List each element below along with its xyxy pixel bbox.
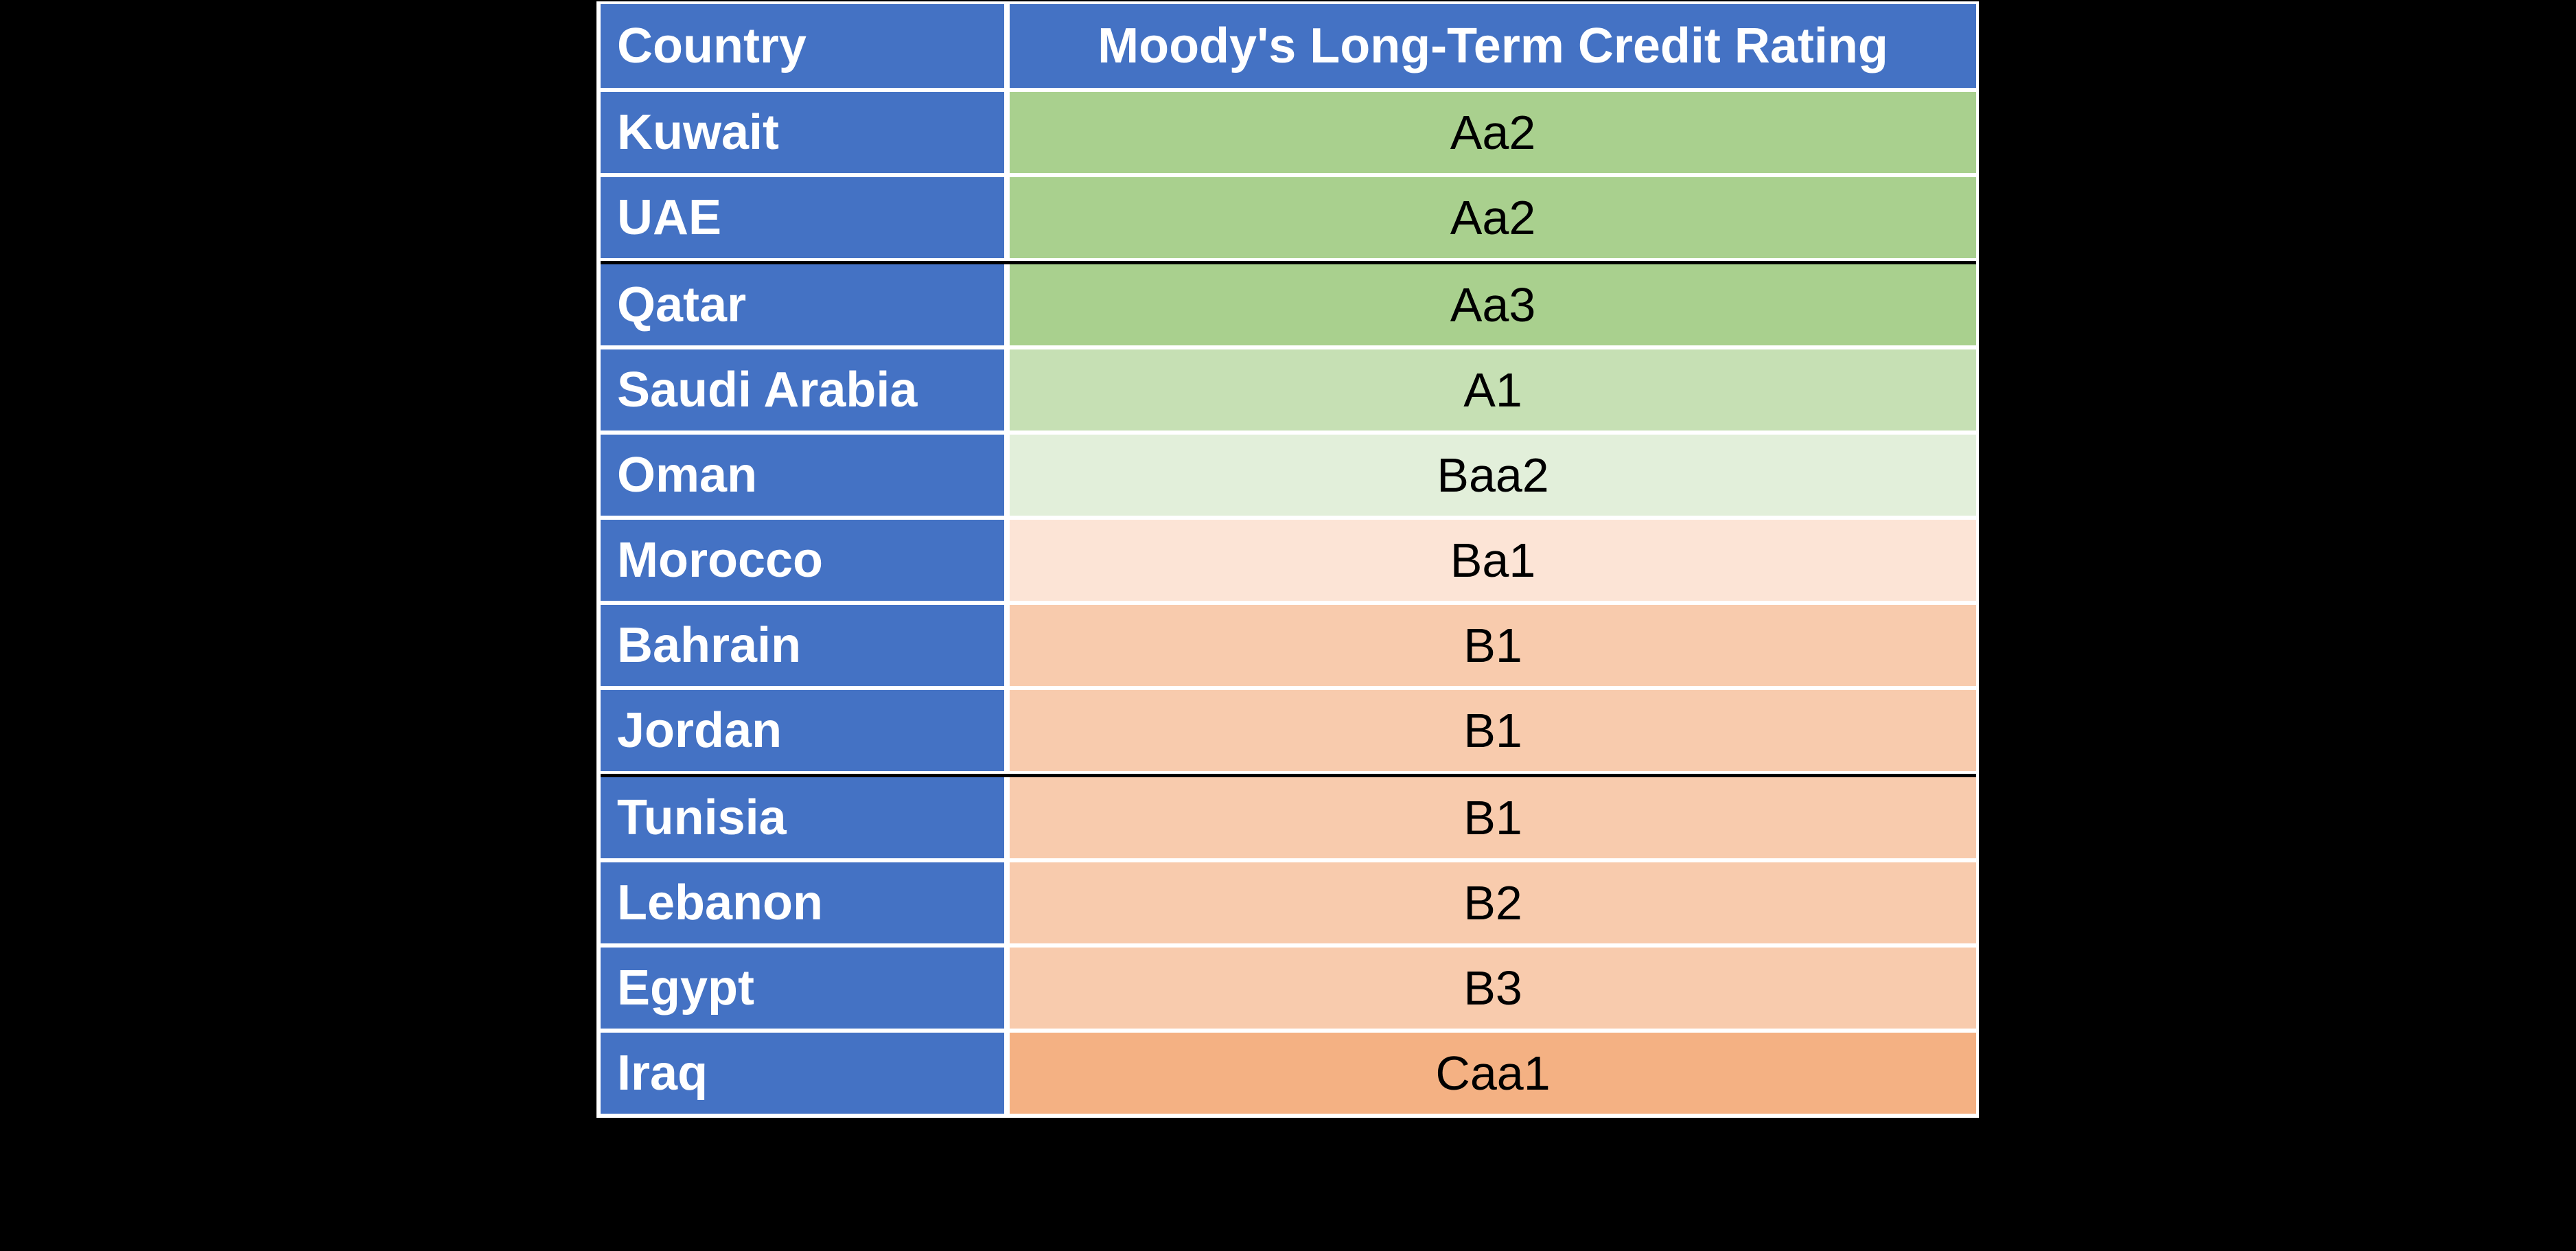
country-cell: Tunisia xyxy=(601,777,1004,862)
rating-cell: Aa2 xyxy=(1010,177,1976,258)
rating-cell: Aa3 xyxy=(1010,264,1976,349)
rating-cell: B2 xyxy=(1010,862,1976,948)
credit-rating-grid: Country Moody's Long-Term Credit Rating … xyxy=(601,4,1976,1118)
country-cell: Jordan xyxy=(601,690,1004,771)
header-country: Country xyxy=(601,4,1004,92)
rating-cell: B1 xyxy=(1010,605,1976,690)
country-cell: UAE xyxy=(601,177,1004,258)
rating-cell: Ba1 xyxy=(1010,520,1976,605)
country-cell: Kuwait xyxy=(601,92,1004,177)
group-divider xyxy=(601,771,1976,777)
rating-cell: Aa2 xyxy=(1010,92,1976,177)
country-cell: Egypt xyxy=(601,948,1004,1033)
rating-cell: Caa1 xyxy=(1010,1033,1976,1118)
rating-cell: B1 xyxy=(1010,777,1976,862)
group-divider xyxy=(601,258,1976,264)
rating-cell: A1 xyxy=(1010,349,1976,435)
country-cell: Morocco xyxy=(601,520,1004,605)
rating-cell: B1 xyxy=(1010,690,1976,771)
country-cell: Lebanon xyxy=(601,862,1004,948)
country-cell: Qatar xyxy=(601,264,1004,349)
header-rating: Moody's Long-Term Credit Rating xyxy=(1010,4,1976,92)
rating-cell: Baa2 xyxy=(1010,435,1976,520)
country-cell: Saudi Arabia xyxy=(601,349,1004,435)
rating-cell: B3 xyxy=(1010,948,1976,1033)
credit-rating-table: Country Moody's Long-Term Credit Rating … xyxy=(596,1,1979,1118)
country-cell: Iraq xyxy=(601,1033,1004,1118)
country-cell: Oman xyxy=(601,435,1004,520)
country-cell: Bahrain xyxy=(601,605,1004,690)
